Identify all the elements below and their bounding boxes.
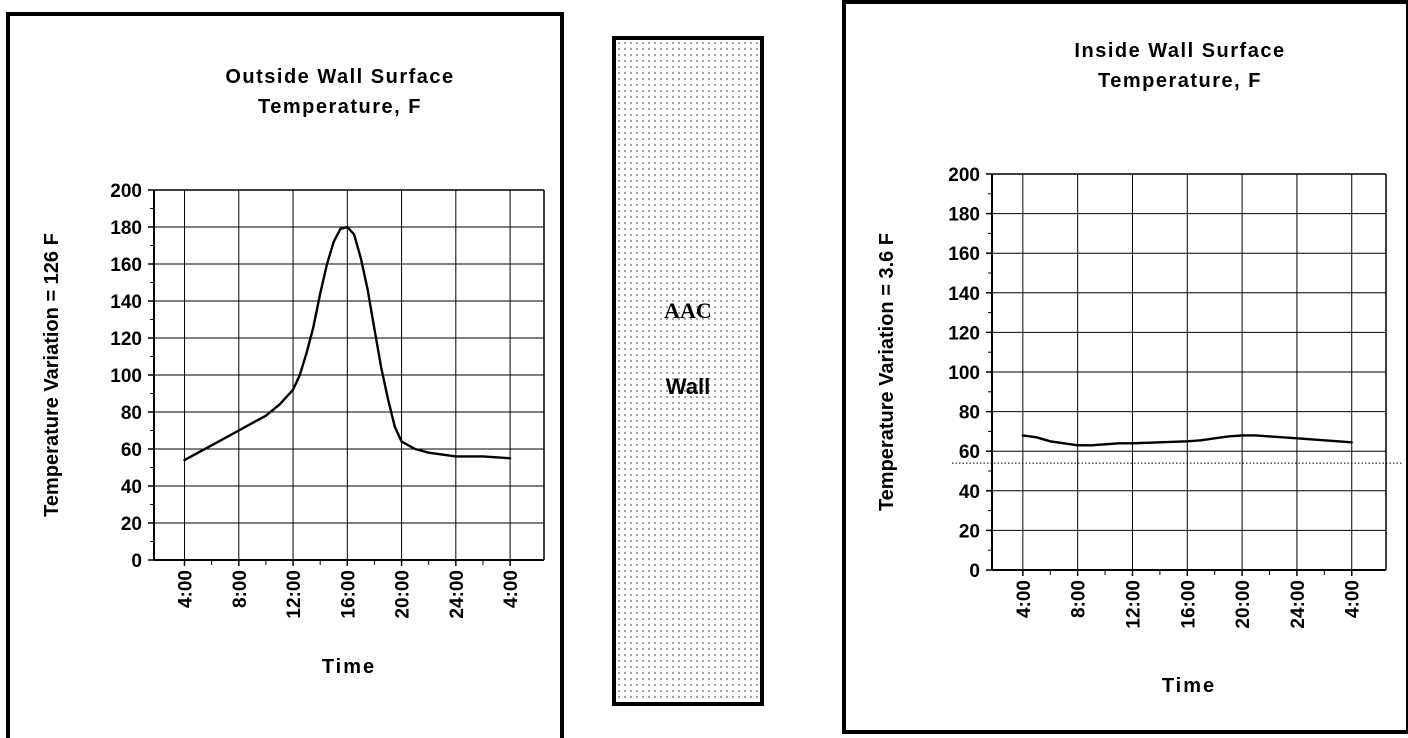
outside-x-tick-label: 12:00 (284, 570, 305, 619)
outside-y-tick-label: 120 (110, 329, 142, 350)
outside-y-tick-label: 140 (110, 292, 142, 313)
outside-y-tick-label: 200 (110, 181, 142, 202)
wall-label-aac: AAC (664, 298, 712, 323)
outside-x-tick-label: 24:00 (447, 570, 468, 619)
outside-title-line: Outside Wall Surface (225, 66, 454, 88)
inside-x-tick-label: 8:00 (1069, 580, 1090, 618)
inside-y-tick-label: 80 (959, 403, 980, 424)
inside-chart: Inside Wall Surface Temperature, F 0 20 40 60… (876, 40, 1402, 697)
outside-y-tick-label: 40 (121, 477, 142, 498)
outside-series-line (183, 225, 512, 462)
inside-x-tick-label: 20:00 (1233, 580, 1254, 629)
inside-x-tick-label: 24:00 (1288, 580, 1309, 629)
outside-chart: Outside Wall Surface Temperature, F 0 20 40 6… (41, 66, 545, 678)
outside-x-axis-label: Time (322, 656, 376, 678)
outside-y-tick-label: 160 (110, 255, 142, 276)
inside-chart-panel (842, 0, 1408, 734)
outside-y-axis-label: Temperature Variation = 126 F (41, 233, 63, 517)
inside-x-axis-label: Time (1162, 675, 1216, 697)
inside-x-tick-label: 12:00 (1123, 580, 1144, 629)
inside-title-line: Inside Wall Surface (1074, 40, 1285, 62)
outside-x-tick-label: 4:00 (501, 570, 522, 608)
wall-label-wall: Wall (665, 374, 711, 399)
inside-y-tick-label: 200 (948, 165, 980, 186)
outside-title-line: Temperature, F (258, 96, 422, 118)
inside-x-tick-label: 4:00 (1014, 580, 1035, 618)
inside-x-tick-label: 4:00 (1343, 580, 1364, 618)
aac-wall-block: AAC Wall (612, 36, 764, 706)
outside-y-tick-label: 20 (121, 514, 142, 535)
inside-y-tick-label: 40 (959, 482, 980, 503)
outside-y-tick-label: 0 (131, 551, 142, 572)
inside-title-line: Temperature, F (1098, 70, 1262, 92)
inside-y-tick-label: 160 (948, 244, 980, 265)
outside-x-tick-label: 4:00 (176, 570, 197, 608)
inside-y-tick-label: 120 (948, 323, 980, 344)
inside-y-tick-label: 180 (948, 205, 980, 226)
inside-y-tick-label: 0 (969, 561, 980, 582)
outside-y-tick-label: 180 (110, 218, 142, 239)
inside-series-line (1021, 434, 1353, 447)
inside-y-tick-label: 140 (948, 284, 980, 305)
outside-x-tick-label: 20:00 (393, 570, 414, 619)
outside-y-tick-label: 100 (110, 366, 142, 387)
outside-y-tick-label: 60 (121, 440, 142, 461)
outside-y-tick-label: 80 (121, 403, 142, 424)
inside-y-tick-label: 20 (959, 521, 980, 542)
inside-y-tick-label: 60 (959, 442, 980, 463)
outside-x-tick-label: 8:00 (230, 570, 251, 608)
outside-x-tick-label: 16:00 (338, 570, 359, 619)
inside-y-axis-label: Temperature Variation = 3.6 F (876, 233, 898, 511)
inside-y-tick-label: 100 (948, 363, 980, 384)
inside-x-tick-label: 16:00 (1178, 580, 1199, 629)
